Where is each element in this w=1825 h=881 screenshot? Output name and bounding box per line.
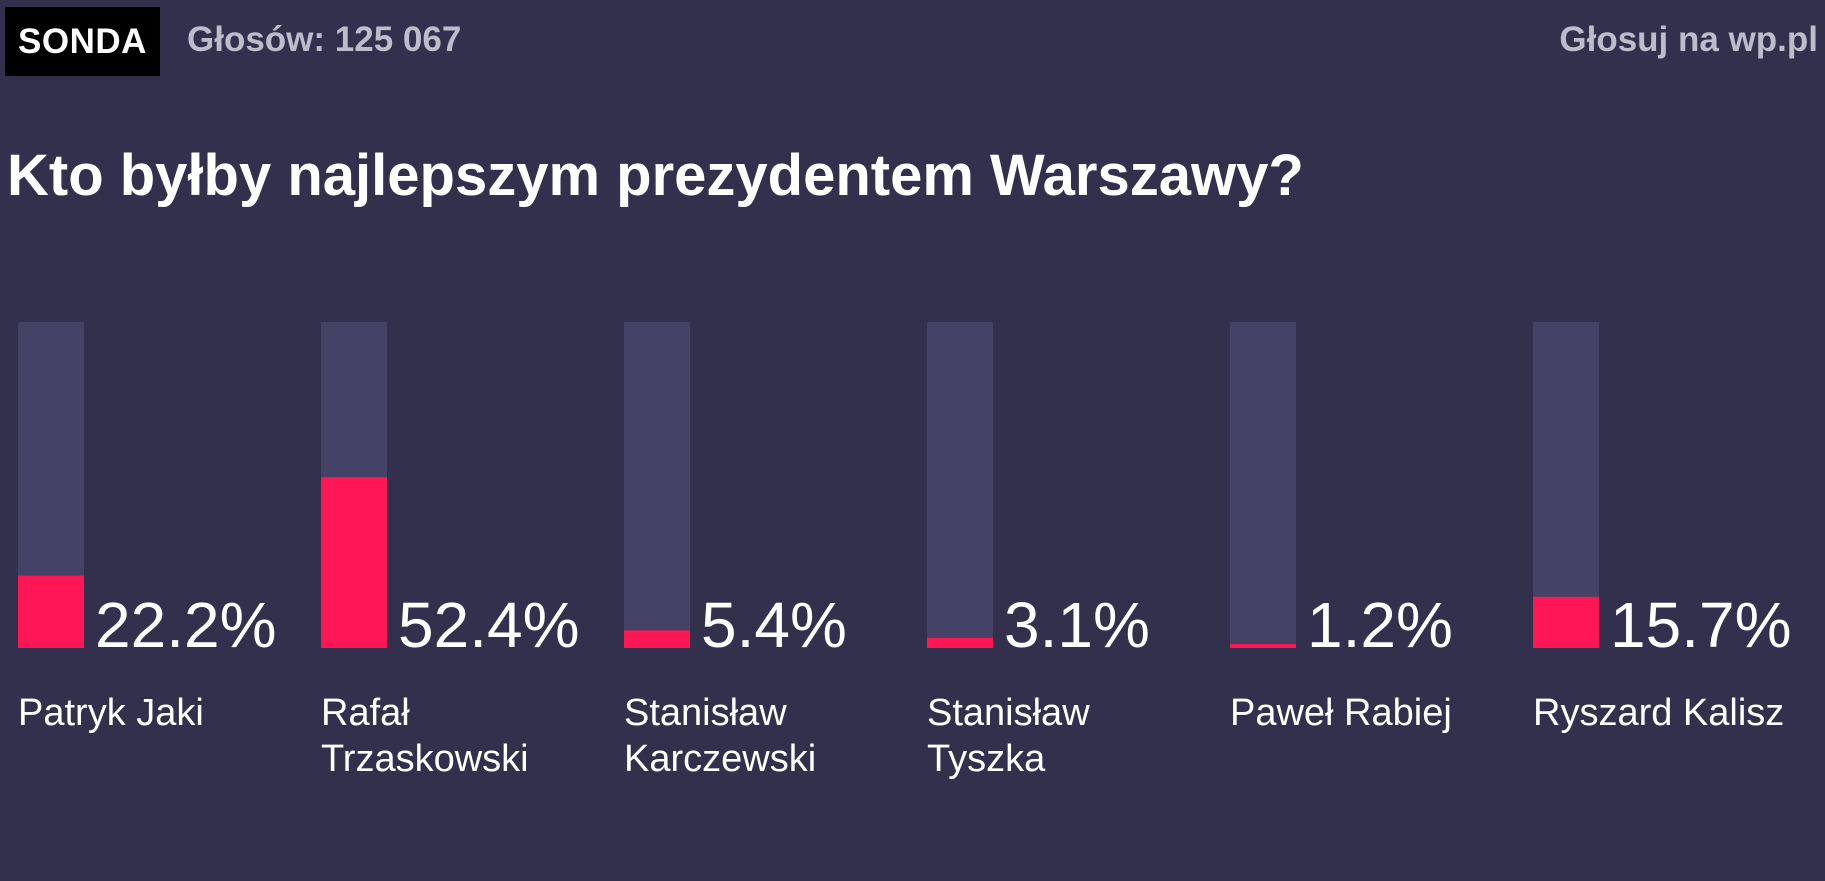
candidate-name-line: Patryk Jaki	[18, 692, 204, 734]
value-label: 22.2%	[95, 589, 276, 661]
poll-question: Kto byłby najlepszym prezydentem Warszaw…	[7, 143, 1304, 208]
vote-link[interactable]: Głosuj na wp.pl	[1559, 20, 1818, 59]
value-label: 15.7%	[1610, 589, 1791, 661]
candidate-name: Ryszard Kalisz	[1533, 690, 1803, 736]
value-label: 3.1%	[1004, 589, 1150, 661]
bar-fill	[1533, 596, 1599, 648]
bar-fill	[18, 575, 84, 648]
value-label: 5.4%	[701, 589, 847, 661]
poll-badge: SONDA	[5, 7, 160, 76]
bar-track	[927, 322, 993, 648]
candidate-name-line: Ryszard Kalisz	[1533, 692, 1785, 734]
bar-fill	[624, 630, 690, 648]
candidate-name: Stanisław Karczewski	[624, 690, 894, 782]
bar-track	[1533, 322, 1599, 648]
bar-fill	[321, 477, 387, 648]
candidate-name-line: Stanisław	[624, 692, 787, 734]
candidate-name: Rafał Trzaskowski	[321, 690, 591, 782]
candidate-name: Stanisław Tyszka	[927, 690, 1197, 782]
bar-fill	[1230, 644, 1296, 648]
bar-track	[624, 322, 690, 648]
bar-fill	[927, 637, 993, 648]
vote-count: Głosów: 125 067	[187, 20, 462, 59]
candidate-name-line: Tyszka	[927, 738, 1046, 780]
candidate-name: Patryk Jaki	[18, 690, 288, 736]
candidate-name: Paweł Rabiej	[1230, 690, 1500, 736]
candidate-name-line: Paweł Rabiej	[1230, 692, 1452, 734]
candidate-name-line: Stanisław	[927, 692, 1090, 734]
value-label: 1.2%	[1307, 589, 1453, 661]
candidate-name-line: Karczewski	[624, 738, 817, 780]
candidate-name-line: Trzaskowski	[321, 738, 529, 780]
bar-track	[1230, 322, 1296, 648]
candidate-name-line: Rafał	[321, 692, 410, 734]
value-label: 52.4%	[398, 589, 579, 661]
